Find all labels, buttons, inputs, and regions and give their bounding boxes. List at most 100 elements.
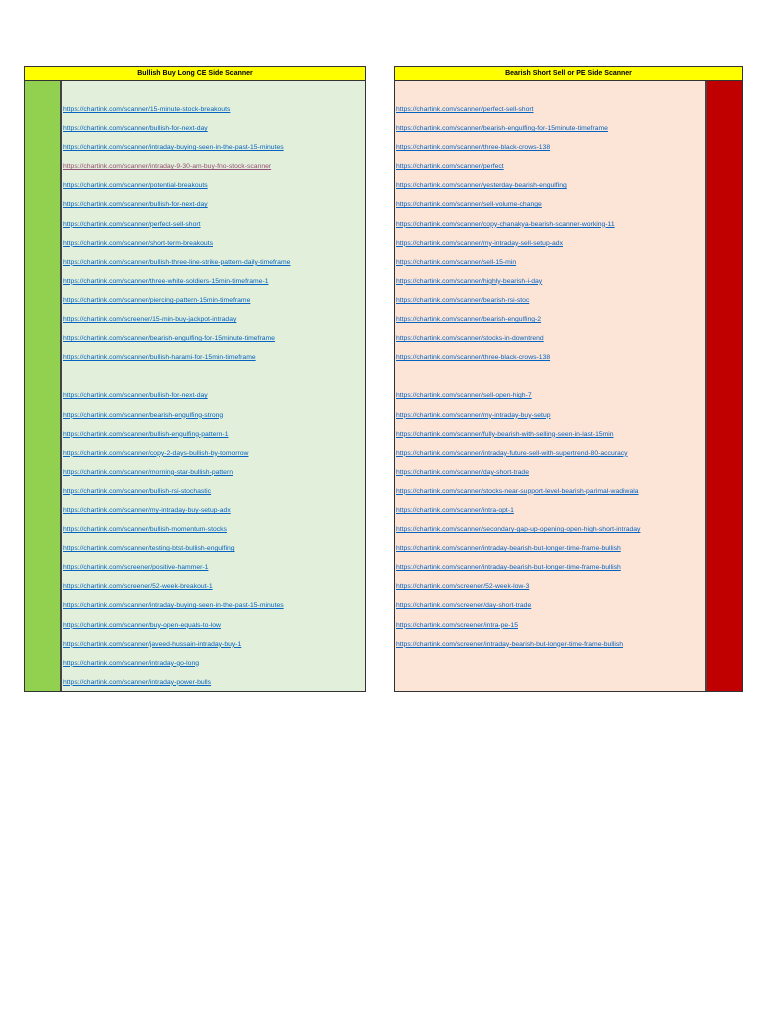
link-row: https://chartink.com/screener/52-week-br… (62, 577, 365, 596)
link-row: https://chartink.com/scanner/sell-open-h… (395, 386, 705, 405)
scanner-link[interactable]: https://chartink.com/scanner/piercing-pa… (63, 296, 251, 304)
scanner-link[interactable]: https://chartink.com/scanner/perfect-sel… (396, 106, 534, 113)
link-row: https://chartink.com/scanner/potential-b… (62, 176, 365, 195)
scanner-link[interactable]: https://chartink.com/scanner/intraday-po… (63, 678, 212, 686)
bullish-link-list: https://chartink.com/scanner/15-minute-s… (62, 81, 365, 691)
scanner-link[interactable]: https://chartink.com/scanner/intraday-bu… (63, 144, 284, 152)
scanner-link[interactable]: https://chartink.com/scanner/copy-chanak… (396, 220, 615, 228)
link-row: https://chartink.com/scanner/intra-opt-1 (395, 501, 705, 520)
link-row: https://chartink.com/scanner/bullish-eng… (62, 425, 365, 444)
scanner-link[interactable]: https://chartink.com/scanner/my-intraday… (63, 506, 231, 514)
scanner-link[interactable]: https://chartink.com/scanner/three-white… (63, 277, 269, 285)
link-row: https://chartink.com/screener/intra-pe-1… (395, 616, 705, 635)
scanner-link[interactable]: https://chartink.com/scanner/perfect (396, 163, 504, 171)
bearish-scanner-title: Bearish Short Sell or PE Side Scanner (395, 67, 742, 81)
scanner-link[interactable]: https://chartink.com/scanner/intra-opt-1 (396, 506, 514, 514)
scanner-link[interactable]: https://chartink.com/scanner/javeed-huss… (63, 640, 242, 648)
bearish-link-list: https://chartink.com/scanner/perfect-sel… (395, 81, 705, 691)
scanner-link[interactable]: https://chartink.com/scanner/short-term-… (63, 239, 213, 247)
scanner-link[interactable]: https://chartink.com/screener/52-week-lo… (396, 583, 530, 591)
link-row: https://chartink.com/scanner/intraday-go… (62, 654, 365, 673)
link-row: https://chartink.com/scanner/short-term-… (62, 234, 365, 253)
scanner-link[interactable]: https://chartink.com/scanner/bullish-mom… (63, 526, 227, 534)
scanner-link[interactable]: https://chartink.com/scanner/intraday-bu… (63, 602, 284, 610)
scanner-link[interactable]: https://chartink.com/scanner/bullish-thr… (63, 258, 291, 266)
scanner-link[interactable]: https://chartink.com/scanner/three-black… (396, 144, 551, 152)
link-row: https://chartink.com/scanner/stocks-near… (395, 482, 705, 501)
scanner-link[interactable]: https://chartink.com/screener/intraday-b… (396, 640, 624, 648)
scanner-link[interactable]: https://chartink.com/scanner/sell-volume… (396, 201, 542, 209)
scanner-link[interactable]: https://chartink.com/scanner/three-black… (396, 354, 551, 362)
link-row: https://chartink.com/scanner/stocks-in-d… (395, 329, 705, 348)
scanner-link[interactable]: https://chartink.com/scanner/day-short-t… (396, 468, 529, 476)
link-row: https://chartink.com/scanner/intraday-9-… (62, 157, 365, 176)
scanner-link[interactable]: https://chartink.com/scanner/bullish-rsi… (63, 487, 212, 495)
scanner-link[interactable]: https://chartink.com/scanner/bearish-eng… (396, 125, 608, 133)
link-row: https://chartink.com/scanner/buy-open-eq… (62, 616, 365, 635)
bullish-color-bar (25, 81, 62, 691)
scanner-link[interactable]: https://chartink.com/scanner/bearish-eng… (396, 316, 542, 324)
link-row: https://chartink.com/scanner/yesterday-b… (395, 176, 705, 195)
link-row: https://chartink.com/scanner/15-minute-s… (62, 100, 365, 119)
scanner-link[interactable]: https://chartink.com/scanner/sell-15-min (396, 258, 517, 266)
scanner-link[interactable]: https://chartink.com/screener/positive-h… (63, 564, 209, 572)
link-row: https://chartink.com/scanner/intraday-fu… (395, 444, 705, 463)
scanner-link[interactable]: https://chartink.com/scanner/bullish-for… (63, 201, 208, 209)
scanner-link[interactable]: https://chartink.com/screener/15-min-buy… (63, 316, 237, 324)
link-row (62, 367, 365, 386)
scanner-link[interactable]: https://chartink.com/screener/day-short-… (396, 602, 532, 610)
scanner-link[interactable]: https://chartink.com/scanner/bullish-har… (63, 354, 256, 362)
bearish-scanner-table: Bearish Short Sell or PE Side Scanner ht… (394, 66, 743, 692)
scanner-link[interactable]: https://chartink.com/scanner/intraday-9-… (63, 163, 272, 171)
scanner-link[interactable]: https://chartink.com/scanner/fully-beari… (396, 430, 614, 438)
scanner-link[interactable]: https://chartink.com/scanner/15-minute-s… (63, 106, 231, 113)
scanner-link[interactable]: https://chartink.com/scanner/testing-bts… (63, 545, 235, 553)
bearish-color-bar (705, 81, 742, 691)
scanner-link[interactable]: https://chartink.com/scanner/intraday-go… (63, 659, 200, 667)
link-row: https://chartink.com/scanner/piercing-pa… (62, 291, 365, 310)
link-row: https://chartink.com/scanner/intraday-po… (62, 673, 365, 692)
link-row: https://chartink.com/scanner/intraday-be… (395, 558, 705, 577)
scanner-link[interactable]: https://chartink.com/scanner/perfect-sel… (63, 220, 201, 228)
scanner-link[interactable]: https://chartink.com/scanner/bullish-for… (63, 125, 208, 133)
link-row: https://chartink.com/scanner/bearish-eng… (62, 329, 365, 348)
scanner-link[interactable]: https://chartink.com/screener/52-week-br… (63, 583, 213, 591)
link-row: https://chartink.com/scanner/my-intraday… (62, 501, 365, 520)
link-row: https://chartink.com/screener/intraday-b… (395, 635, 705, 654)
scanner-link[interactable]: https://chartink.com/scanner/my-intraday… (396, 411, 551, 419)
scanner-link[interactable]: https://chartink.com/scanner/intraday-be… (396, 545, 621, 553)
link-row: https://chartink.com/scanner/intraday-bu… (62, 596, 365, 615)
link-row: https://chartink.com/scanner/three-white… (62, 272, 365, 291)
link-row: https://chartink.com/scanner/perfect (395, 157, 705, 176)
scanner-link[interactable]: https://chartink.com/scanner/bullish-for… (63, 392, 208, 400)
bullish-scanner-title: Bullish Buy Long CE Side Scanner (25, 67, 365, 81)
link-row: https://chartink.com/scanner/bullish-thr… (62, 253, 365, 272)
link-row: https://chartink.com/scanner/secondary-g… (395, 520, 705, 539)
link-row: https://chartink.com/scanner/bearish-eng… (395, 119, 705, 138)
scanner-link[interactable]: https://chartink.com/scanner/potential-b… (63, 182, 208, 190)
scanner-link[interactable]: https://chartink.com/scanner/copy-2-days… (63, 449, 249, 457)
scanner-link[interactable]: https://chartink.com/scanner/stocks-near… (396, 487, 639, 495)
link-row: https://chartink.com/scanner/perfect-sel… (62, 215, 365, 234)
scanner-link[interactable]: https://chartink.com/scanner/bearish-rsi… (396, 296, 530, 304)
scanner-link[interactable]: https://chartink.com/scanner/bearish-eng… (63, 411, 224, 419)
link-row: https://chartink.com/scanner/sell-volume… (395, 195, 705, 214)
scanner-link[interactable]: https://chartink.com/scanner/buy-open-eq… (63, 621, 221, 629)
scanner-link[interactable]: https://chartink.com/scanner/my-intraday… (396, 239, 563, 247)
scanner-link[interactable]: https://chartink.com/screener/intra-pe-1… (396, 621, 519, 629)
scanner-link[interactable]: https://chartink.com/scanner/secondary-g… (396, 526, 641, 534)
scanner-link[interactable]: https://chartink.com/scanner/stocks-in-d… (396, 335, 544, 343)
link-row: https://chartink.com/scanner/my-intraday… (395, 234, 705, 253)
link-row: https://chartink.com/screener/52-week-lo… (395, 577, 705, 596)
link-row: https://chartink.com/scanner/highly-bear… (395, 272, 705, 291)
scanner-link[interactable]: https://chartink.com/scanner/sell-open-h… (396, 392, 532, 400)
scanner-link[interactable]: https://chartink.com/scanner/highly-bear… (396, 277, 543, 285)
scanner-link[interactable]: https://chartink.com/scanner/bearish-eng… (63, 335, 275, 343)
scanner-link[interactable]: https://chartink.com/scanner/bullish-eng… (63, 430, 229, 438)
scanner-link[interactable]: https://chartink.com/scanner/yesterday-b… (396, 182, 567, 190)
scanner-link[interactable]: https://chartink.com/scanner/morning-sta… (63, 468, 233, 476)
scanner-link[interactable]: https://chartink.com/scanner/intraday-fu… (396, 449, 628, 457)
link-row (395, 367, 705, 386)
link-row: https://chartink.com/scanner/my-intraday… (395, 406, 705, 425)
scanner-link[interactable]: https://chartink.com/scanner/intraday-be… (396, 564, 621, 572)
